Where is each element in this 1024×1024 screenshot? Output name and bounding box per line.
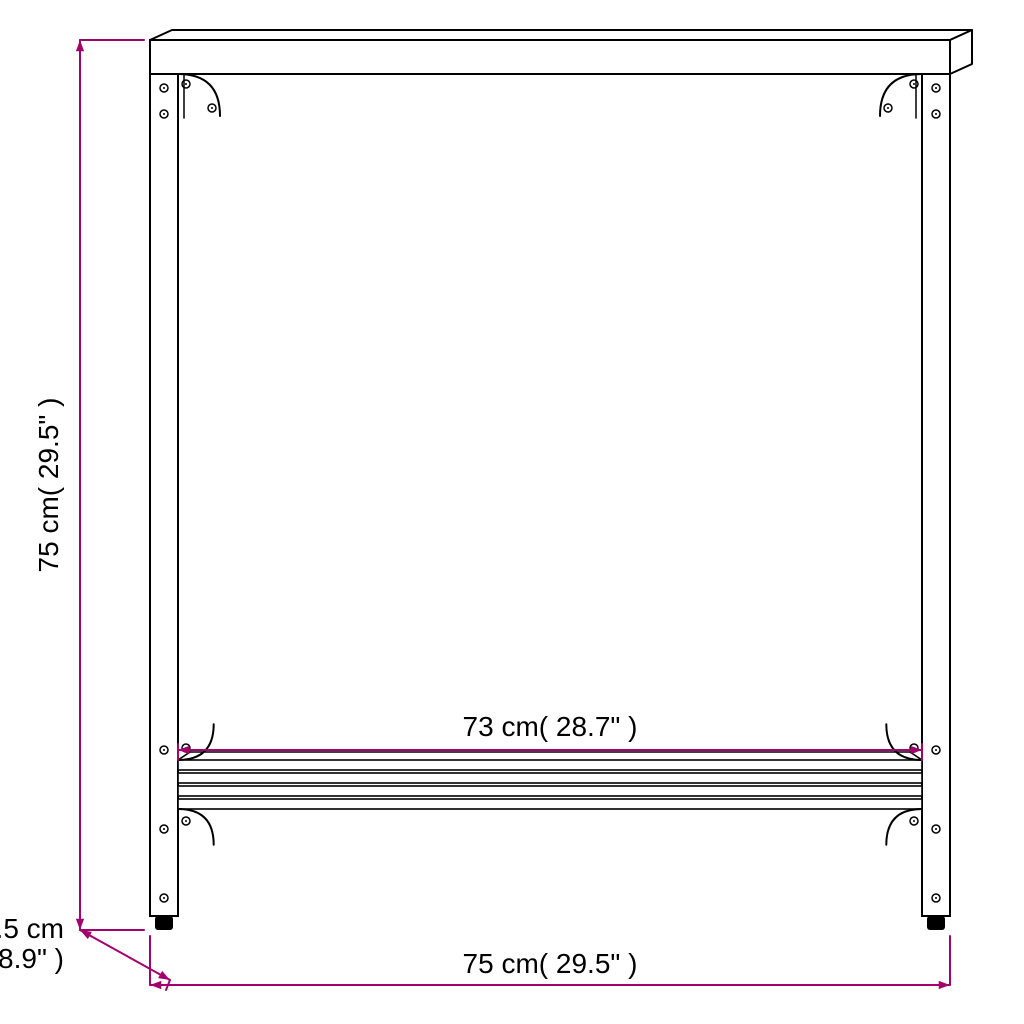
console-table-outline <box>150 30 972 930</box>
label-width: 75 cm( 29.5" ) <box>463 948 638 979</box>
dimension-diagram: 75 cm( 29.5" ) 75 cm( 29.5" ) 22.5 cm( 8.9… <box>0 0 1024 1024</box>
label-height: 75 cm( 29.5" ) <box>33 398 64 573</box>
label-shelf-width: 73 cm( 28.7" ) <box>463 711 638 742</box>
label-depth-line1: 22.5 cm <box>0 913 64 944</box>
dimension-lines: 75 cm( 29.5" ) 75 cm( 29.5" ) 22.5 cm( 8.9… <box>0 0 950 990</box>
label-depth-line2: ( 8.9" ) <box>0 943 64 974</box>
